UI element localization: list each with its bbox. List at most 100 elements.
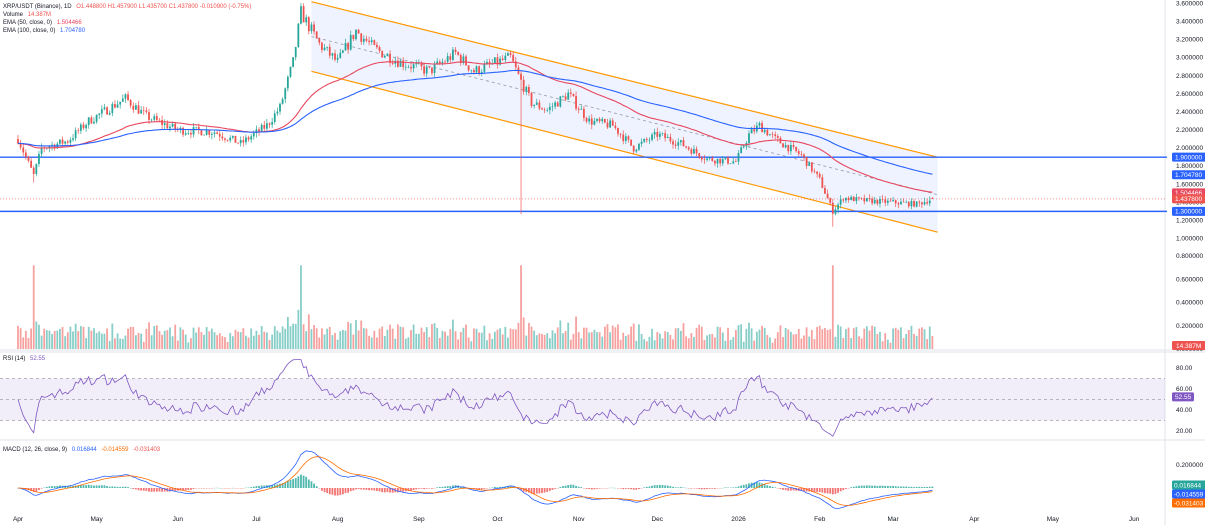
candle-body	[682, 140, 685, 147]
macd-histogram-bar	[284, 482, 287, 488]
volume-bar	[737, 325, 740, 349]
macd-histogram-bar	[171, 488, 174, 491]
rsi-legend[interactable]: RSI (14) 52.55	[3, 355, 48, 363]
macd-histogram-bar	[538, 488, 541, 494]
macd-histogram-bar	[905, 486, 908, 488]
candle-body	[166, 123, 169, 129]
macd-histogram-bar	[38, 488, 40, 491]
candle-body	[645, 139, 648, 141]
volume-bar	[541, 333, 543, 349]
volume-bar	[528, 322, 530, 349]
candle-body	[79, 124, 82, 131]
candle-body	[693, 148, 695, 154]
macd-histogram-bar	[661, 484, 664, 488]
ema100-label: EMA (100, close, 0)	[3, 28, 56, 34]
candle-body	[902, 201, 905, 203]
candle-body	[334, 53, 336, 60]
candle-body	[255, 129, 258, 134]
candle-body	[158, 119, 161, 121]
macd-histogram-bar	[436, 487, 439, 488]
time-tick-label: May	[1047, 516, 1060, 523]
volume-bar	[438, 338, 441, 349]
candle-body	[556, 102, 559, 107]
candle-body	[619, 133, 622, 135]
macd-histogram-bar	[310, 481, 313, 488]
candle-body	[803, 154, 805, 158]
candle-body	[638, 143, 640, 150]
macd-histogram-bar	[858, 485, 860, 488]
macd-histogram-bar	[383, 488, 386, 493]
volume-bar	[656, 332, 659, 349]
macd-tag	[1172, 498, 1205, 508]
volume-bar	[617, 324, 619, 349]
macd-histogram-bar	[452, 485, 454, 488]
volume-bar	[894, 327, 897, 349]
macd-histogram-bar	[444, 486, 446, 488]
ema100-legend[interactable]: EMA (100, close, 0) 1.704780	[3, 27, 254, 35]
volume-bar	[51, 333, 53, 349]
volume-legend[interactable]: Volume 14.387M	[3, 11, 254, 19]
candle-body	[64, 141, 67, 144]
macd-histogram-bar	[300, 474, 302, 488]
candle-body	[365, 38, 368, 41]
volume-bar	[653, 340, 656, 349]
volume-bar	[237, 331, 239, 349]
time-tick-label: Apr	[969, 516, 980, 523]
candle-body	[231, 135, 234, 138]
volume-bar	[824, 327, 826, 349]
candle-body	[572, 93, 575, 97]
volume-bar	[17, 325, 19, 349]
candle-body	[868, 198, 871, 199]
volume-bar	[769, 337, 771, 349]
volume-bar	[517, 322, 520, 349]
candle-body	[210, 133, 213, 135]
candle-body	[659, 133, 661, 137]
volume-bar	[884, 333, 887, 349]
macd-histogram-bar	[77, 485, 80, 488]
candle-body	[263, 124, 266, 129]
volume-bar	[698, 324, 701, 349]
macd-histogram-bar	[698, 488, 701, 489]
volume-bar	[564, 331, 567, 349]
candle-body	[397, 60, 399, 67]
price-tick-label: 3.000000	[1176, 55, 1203, 62]
candle-body	[590, 118, 593, 125]
candle-body	[910, 201, 913, 207]
macd-histogram-bar	[368, 488, 370, 491]
macd-histogram-bar	[808, 488, 811, 492]
macd-histogram-bar	[695, 488, 698, 489]
volume-bar	[148, 322, 150, 349]
candle-body	[137, 105, 140, 114]
ema100-line	[17, 69, 933, 175]
volume-bar	[661, 338, 664, 349]
candle-body	[250, 136, 253, 140]
volume-bar	[569, 339, 572, 349]
candle-body	[475, 66, 478, 73]
price-axis: 3.600000 3.400000 3.200000 3.000000 2.800000…	[1172, 1, 1205, 508]
candle-body	[894, 200, 897, 204]
volume-bar	[150, 335, 153, 349]
candle-body	[145, 110, 148, 113]
volume-bar	[114, 338, 116, 349]
volume-bar	[407, 337, 410, 349]
macd-histogram-bar	[381, 488, 384, 493]
macd-hist-value: -0.031403	[133, 447, 161, 453]
candle-body	[732, 161, 735, 164]
macd-histogram-bar	[279, 483, 281, 488]
candle-body	[897, 203, 900, 205]
volume-tick-label: 0.600000	[1176, 276, 1203, 283]
candle-body	[472, 70, 475, 73]
macd-histogram-bar	[480, 488, 483, 490]
candle-body	[609, 120, 612, 128]
candle-body	[140, 110, 143, 114]
candle-body	[381, 50, 384, 58]
macd-legend[interactable]: MACD (12, 26, close, 9) 0.016844 -0.0145…	[3, 446, 163, 454]
candle-body	[813, 171, 816, 172]
ema50-legend[interactable]: EMA (50, close, 0) 1.504466	[3, 19, 254, 27]
time-tick-label: Jun	[1129, 516, 1140, 523]
volume-bar	[271, 334, 274, 349]
symbol-title[interactable]: XRP/USDT (Binance), 1D	[3, 4, 72, 10]
macd-histogram-bar	[653, 485, 656, 488]
candle-body	[577, 108, 580, 110]
macd-histogram-bar	[391, 488, 394, 493]
